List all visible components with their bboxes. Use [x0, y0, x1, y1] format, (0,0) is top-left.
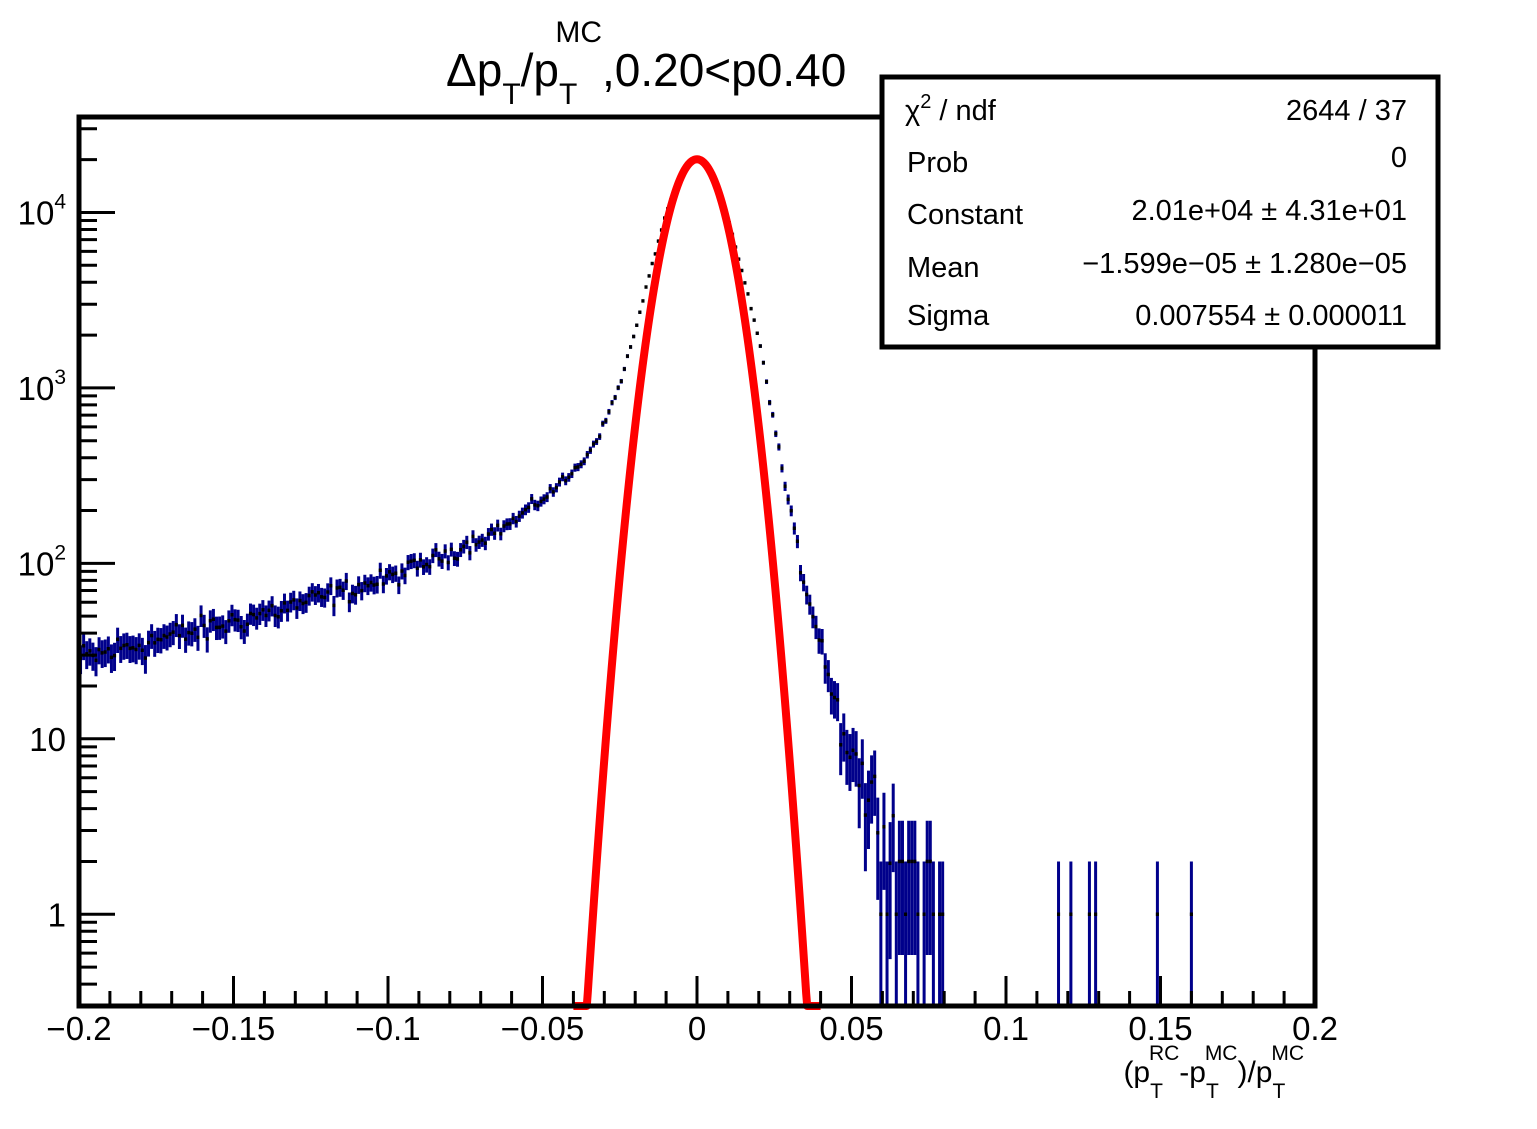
x-tick-label: 0.1	[983, 1010, 1029, 1047]
y-tick-label: 103	[18, 366, 66, 407]
y-axis-ticks	[79, 127, 115, 1008]
fit-curve-layer	[570, 155, 824, 1010]
x-axis-label: (pTRC-pTMC)/pTMC	[1123, 1042, 1304, 1103]
x-axis-ticks	[77, 976, 1317, 1006]
x-tick-label: 0.2	[1292, 1010, 1338, 1047]
stat-mean-label: Mean	[907, 252, 980, 284]
x-tick-label: −0.15	[192, 1010, 276, 1047]
stat-mean-value: −1.599e−05 ± 1.280e−05	[1082, 248, 1407, 280]
stat-sigma-label: Sigma	[907, 300, 990, 332]
x-tick-label: 0	[688, 1010, 706, 1047]
y-axis-tick-labels: 1 10 102 103 104	[18, 190, 67, 933]
stats-box: χ2 / ndf 2644 / 37 Prob 0 Constant 2.01e…	[879, 74, 1441, 350]
stat-chi2-label: χ2 / ndf	[905, 91, 997, 127]
stat-sigma-value: 0.007554 ± 0.000011	[1135, 300, 1407, 332]
histogram-series	[79, 158, 1317, 1006]
y-tick-label: 10	[29, 721, 66, 758]
stat-constant-value: 2.01e+04 ± 4.31e+01	[1131, 195, 1407, 227]
stat-prob-label: Prob	[907, 147, 968, 179]
x-tick-label: 0.05	[819, 1010, 883, 1047]
stat-chi2-value: 2644 / 37	[1286, 95, 1407, 127]
stats-box-frame	[879, 74, 1441, 350]
x-tick-label: −0.05	[501, 1010, 585, 1047]
stat-prob-value: 0	[1391, 142, 1407, 174]
x-tick-label: −0.2	[46, 1010, 111, 1047]
chart-title: ΔpT/pTMC,0.20<p0.40	[446, 16, 846, 111]
stat-constant-label: Constant	[907, 199, 1023, 231]
x-tick-label: 0.15	[1128, 1010, 1192, 1047]
y-tick-label: 102	[18, 541, 66, 582]
x-axis-tick-labels: −0.2 −0.15 −0.1 −0.05 0 0.05 0.1 0.15 0.2	[46, 1010, 1338, 1047]
gaussian-fit-curve	[570, 155, 824, 1010]
y-tick-label: 104	[18, 190, 67, 231]
y-tick-label: 1	[48, 896, 66, 933]
x-tick-label: −0.1	[355, 1010, 420, 1047]
